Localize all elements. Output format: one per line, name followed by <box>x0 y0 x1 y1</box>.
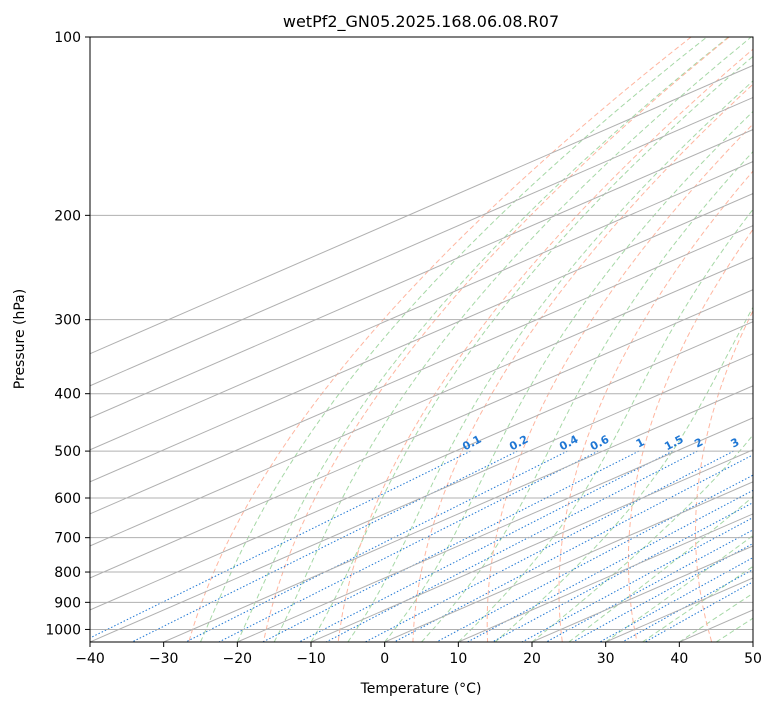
x-tick-label: 50 <box>744 651 762 667</box>
x-tick-label: −30 <box>149 651 179 667</box>
mixing-ratio-label: 3 <box>729 435 742 450</box>
chart-title: wetPf2_GN05.2025.168.06.08.R07 <box>283 12 559 32</box>
x-tick-label: −10 <box>296 651 326 667</box>
isotherm-line <box>90 257 753 547</box>
isotherm-label: -10 <box>766 424 775 447</box>
mixing-ratio-label: 4 <box>755 435 768 450</box>
x-axis-label: Temperature (°C) <box>360 681 482 697</box>
moist-adiabat-line <box>347 80 753 642</box>
plot-area: 0.10.20.40.611.52346810131620253036-100-… <box>90 37 775 642</box>
x-tick-label: −20 <box>223 651 253 667</box>
y-tick-label: 600 <box>54 491 81 507</box>
dry-adiabats <box>188 37 775 642</box>
x-tick-label: 10 <box>449 651 467 667</box>
isotherm-line <box>90 225 753 515</box>
isotherm-line <box>90 193 753 483</box>
mixing-ratio-line <box>622 568 753 642</box>
x-tick-label: 0 <box>380 651 389 667</box>
x-tick-label: 40 <box>670 651 688 667</box>
isotherm-line <box>752 641 753 642</box>
isotherm-line <box>90 353 753 642</box>
moist-adiabat-line <box>494 306 753 642</box>
moist-adiabat-line <box>421 150 753 642</box>
mixing-ratio-label: 0.1 <box>460 433 483 454</box>
isobars <box>90 37 753 630</box>
y-tick-label: 100 <box>54 30 81 46</box>
moist-adiabat-line <box>200 37 708 642</box>
y-tick-label: 700 <box>54 531 81 547</box>
isotherm-line <box>237 417 753 642</box>
moist-adiabats <box>200 37 753 642</box>
moist-adiabat-line <box>384 110 753 642</box>
mixing-ratio-label: 0.4 <box>557 433 581 454</box>
isotherm-line <box>90 161 753 451</box>
mixing-ratio-line <box>325 450 698 642</box>
mixing-ratio-line <box>467 489 753 642</box>
moist-adiabat-line <box>273 37 752 642</box>
y-tick-label: 200 <box>54 208 81 224</box>
y-axis-ticks: 100 200 300 400 500 600 700 800 900 1000 <box>45 30 90 638</box>
dry-adiabat-line <box>188 37 692 642</box>
mixing-ratio-line <box>546 529 753 642</box>
mixing-ratio-label: 1 <box>634 435 647 450</box>
overlay-labels: 0.10.20.40.611.52346810131620253036-100-… <box>460 424 775 604</box>
isotherm-line <box>90 96 753 387</box>
mixing-ratio-line <box>572 542 753 642</box>
isotherm-line <box>90 128 753 419</box>
dry-adiabat-line <box>486 123 753 642</box>
mixing-ratio-line <box>492 502 753 642</box>
mixing-ratio-line <box>90 450 471 639</box>
y-tick-label: 400 <box>54 387 81 403</box>
isotherms <box>90 64 753 642</box>
x-tick-label: −40 <box>75 651 105 667</box>
mixing-ratio-line <box>393 454 753 642</box>
y-tick-label: 300 <box>54 313 81 329</box>
moist-adiabat-line <box>457 208 753 642</box>
isotherm-line <box>458 513 753 642</box>
y-tick-label: 500 <box>54 444 81 460</box>
x-tick-label: 30 <box>597 651 615 667</box>
mixing-ratio-line <box>298 450 673 642</box>
isotherm-line <box>679 609 753 642</box>
moist-adiabat-line <box>568 496 753 642</box>
moist-adiabat-line <box>236 37 729 642</box>
dry-adiabat-line <box>337 48 753 642</box>
y-tick-label: 1000 <box>45 622 81 638</box>
mixing-ratio-label: 0.2 <box>507 433 530 454</box>
moist-adiabat-line <box>679 592 753 642</box>
plot-frame <box>89 36 754 643</box>
dry-adiabat-line <box>761 37 775 642</box>
mixing-ratio-label: 1.5 <box>662 433 685 454</box>
dry-adiabat-line <box>263 37 730 642</box>
isotherm-line <box>163 385 753 642</box>
moist-adiabat-line <box>642 565 753 642</box>
dry-adiabat-line <box>627 228 753 642</box>
mixing-ratio-line <box>644 581 753 642</box>
moist-adiabat-line <box>605 534 753 642</box>
y-tick-label: 800 <box>54 565 81 581</box>
mixing-ratio-line <box>521 517 753 642</box>
isotherm-line <box>310 449 753 642</box>
dry-adiabat-line <box>412 83 753 642</box>
isotherm-line <box>90 289 753 579</box>
moist-adiabat-line <box>531 434 753 642</box>
mixing-ratio-line <box>599 557 753 642</box>
mixing-ratio-line <box>218 450 599 642</box>
x-axis-ticks: −40 −30 −20 −10 0 10 20 30 40 50 <box>75 642 762 667</box>
y-tick-label: 900 <box>54 595 81 611</box>
isotherm-label: 40 <box>771 584 775 604</box>
dry-adiabat-line <box>695 309 753 642</box>
x-tick-label: 20 <box>523 651 541 667</box>
mixing-ratio-line <box>185 450 568 642</box>
moist-adiabat-line <box>715 617 753 642</box>
mixing-ratio-label: 2 <box>692 435 705 450</box>
isotherm-line <box>384 481 753 642</box>
isotherm-line <box>90 321 753 611</box>
mixing-ratio-line <box>436 474 753 642</box>
isotherm-line <box>90 64 753 355</box>
moist-adiabat-line <box>310 55 753 642</box>
dry-adiabat-line <box>558 170 753 642</box>
y-axis-label: Pressure (hPa) <box>12 289 28 389</box>
